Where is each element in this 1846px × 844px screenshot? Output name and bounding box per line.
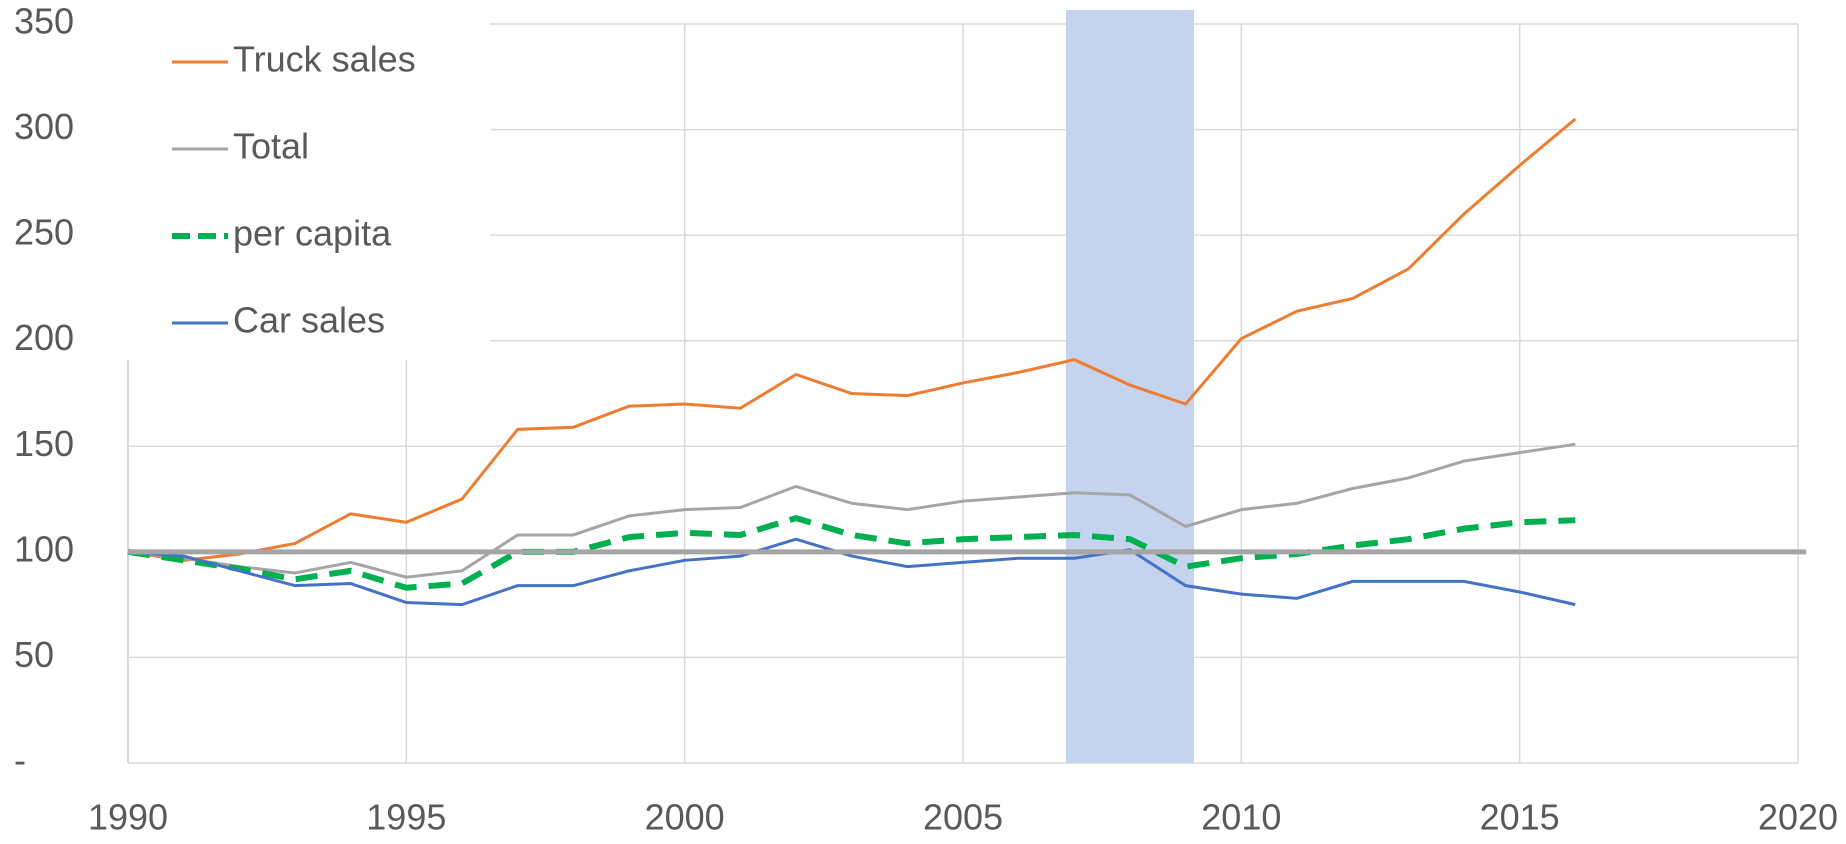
- x-tick-label: 2020: [1758, 797, 1838, 838]
- legend: [126, 0, 490, 360]
- x-tick-label: 2010: [1201, 797, 1281, 838]
- y-tick-label: 300: [14, 106, 74, 147]
- x-tick-label: 1990: [88, 797, 168, 838]
- series-line: [127, 537, 1576, 607]
- x-tick-label: 1995: [366, 797, 446, 838]
- y-tick-label: 150: [14, 423, 74, 464]
- y-tick-label: 250: [14, 212, 74, 253]
- series-line: [127, 514, 1576, 591]
- legend-label: Car sales: [233, 300, 385, 341]
- y-tick-label: 200: [14, 317, 74, 358]
- y-tick-label: 350: [14, 1, 74, 42]
- x-tick-label: 2005: [923, 797, 1003, 838]
- series-line: [127, 117, 1577, 562]
- legend-label: per capita: [233, 213, 392, 254]
- series-line: [127, 442, 1576, 579]
- legend-label: Total: [233, 126, 309, 167]
- y-tick-label: 50: [14, 634, 54, 675]
- legend-label: Truck sales: [233, 39, 416, 80]
- y-tick-label: 100: [14, 528, 74, 569]
- x-tick-label: 2000: [645, 797, 725, 838]
- y-tick-label: -: [14, 740, 26, 781]
- x-tick-label: 2015: [1480, 797, 1560, 838]
